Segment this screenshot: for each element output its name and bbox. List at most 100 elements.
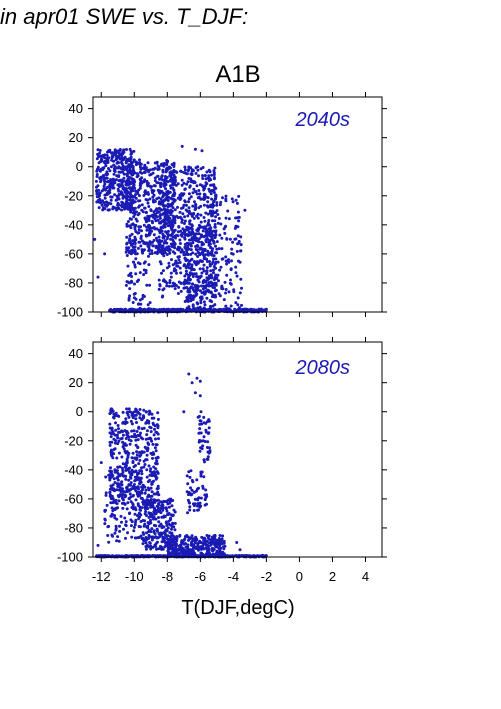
data-point (240, 554, 244, 558)
data-point (152, 523, 156, 527)
data-point (168, 279, 172, 282)
data-point (149, 209, 153, 213)
data-point (210, 262, 214, 266)
data-point (144, 198, 148, 201)
data-point (201, 486, 205, 490)
data-point (183, 243, 187, 246)
data-point (95, 195, 99, 199)
data-point (205, 269, 209, 273)
data-point (171, 521, 175, 525)
data-point (211, 546, 214, 550)
data-point (173, 241, 176, 245)
data-point (130, 232, 134, 236)
data-point (207, 274, 211, 278)
data-point (162, 500, 166, 504)
data-point (156, 164, 160, 168)
data-point (95, 200, 99, 204)
x-tick-label: -2 (261, 569, 273, 584)
data-point (188, 286, 192, 290)
data-point (177, 225, 181, 229)
data-point (116, 201, 120, 205)
data-point (179, 170, 183, 173)
data-point (165, 523, 169, 527)
data-point (191, 288, 195, 292)
data-point (204, 421, 208, 425)
data-point (204, 257, 208, 261)
data-point (134, 163, 138, 167)
data-point (193, 260, 197, 264)
data-point (154, 219, 158, 223)
data-point (130, 201, 134, 205)
data-point (95, 173, 99, 176)
data-point (192, 212, 196, 216)
data-point (151, 171, 155, 175)
data-point (225, 237, 229, 241)
data-point (200, 535, 204, 539)
data-point (191, 275, 195, 278)
data-point (105, 503, 109, 507)
data-point (173, 521, 177, 525)
data-point (115, 198, 119, 202)
data-point (113, 468, 117, 472)
data-point (131, 165, 135, 168)
data-point (128, 234, 132, 238)
data-point (134, 417, 138, 421)
data-point (149, 430, 153, 434)
data-point (95, 185, 98, 189)
data-point (128, 147, 132, 151)
data-point (211, 219, 214, 223)
data-point (128, 217, 132, 221)
data-point (199, 220, 203, 224)
data-point (157, 437, 160, 441)
data-point (168, 210, 171, 214)
data-point (221, 534, 225, 538)
data-point (125, 411, 129, 415)
data-point (243, 208, 247, 212)
data-point (185, 182, 189, 186)
y-tick-label: -100 (57, 550, 83, 565)
data-point (187, 263, 191, 266)
data-point (140, 506, 144, 510)
data-point (160, 220, 164, 223)
data-point (177, 285, 181, 289)
data-point (156, 417, 160, 421)
data-point (227, 290, 231, 294)
y-tick-label: -80 (64, 275, 83, 290)
data-point (199, 213, 203, 217)
data-point (107, 149, 111, 153)
data-point (103, 518, 107, 522)
data-point (206, 223, 210, 227)
data-point (164, 230, 168, 234)
data-point (132, 209, 136, 212)
data-point (218, 268, 222, 272)
data-point (182, 203, 186, 207)
data-point (186, 214, 190, 218)
data-point (187, 281, 191, 285)
data-point (133, 308, 137, 312)
data-point (185, 228, 189, 232)
data-point (114, 524, 118, 528)
data-point (202, 216, 206, 219)
data-point (121, 440, 125, 444)
data-point (179, 281, 183, 285)
data-point (173, 228, 177, 232)
data-point (211, 268, 215, 272)
y-tick-label: -40 (64, 462, 83, 477)
data-point (172, 169, 176, 173)
data-point (150, 482, 154, 486)
data-point (193, 541, 197, 545)
data-point (117, 179, 121, 183)
data-point (124, 477, 128, 481)
data-point (170, 504, 174, 508)
data-point (153, 446, 157, 450)
data-point (237, 239, 241, 243)
data-point (146, 244, 150, 248)
data-point (150, 249, 154, 253)
data-point (131, 245, 135, 249)
data-point (198, 427, 202, 431)
data-point (224, 259, 228, 263)
data-point (107, 473, 111, 477)
data-point (201, 287, 205, 291)
data-point (124, 468, 128, 472)
data-point (141, 542, 145, 546)
